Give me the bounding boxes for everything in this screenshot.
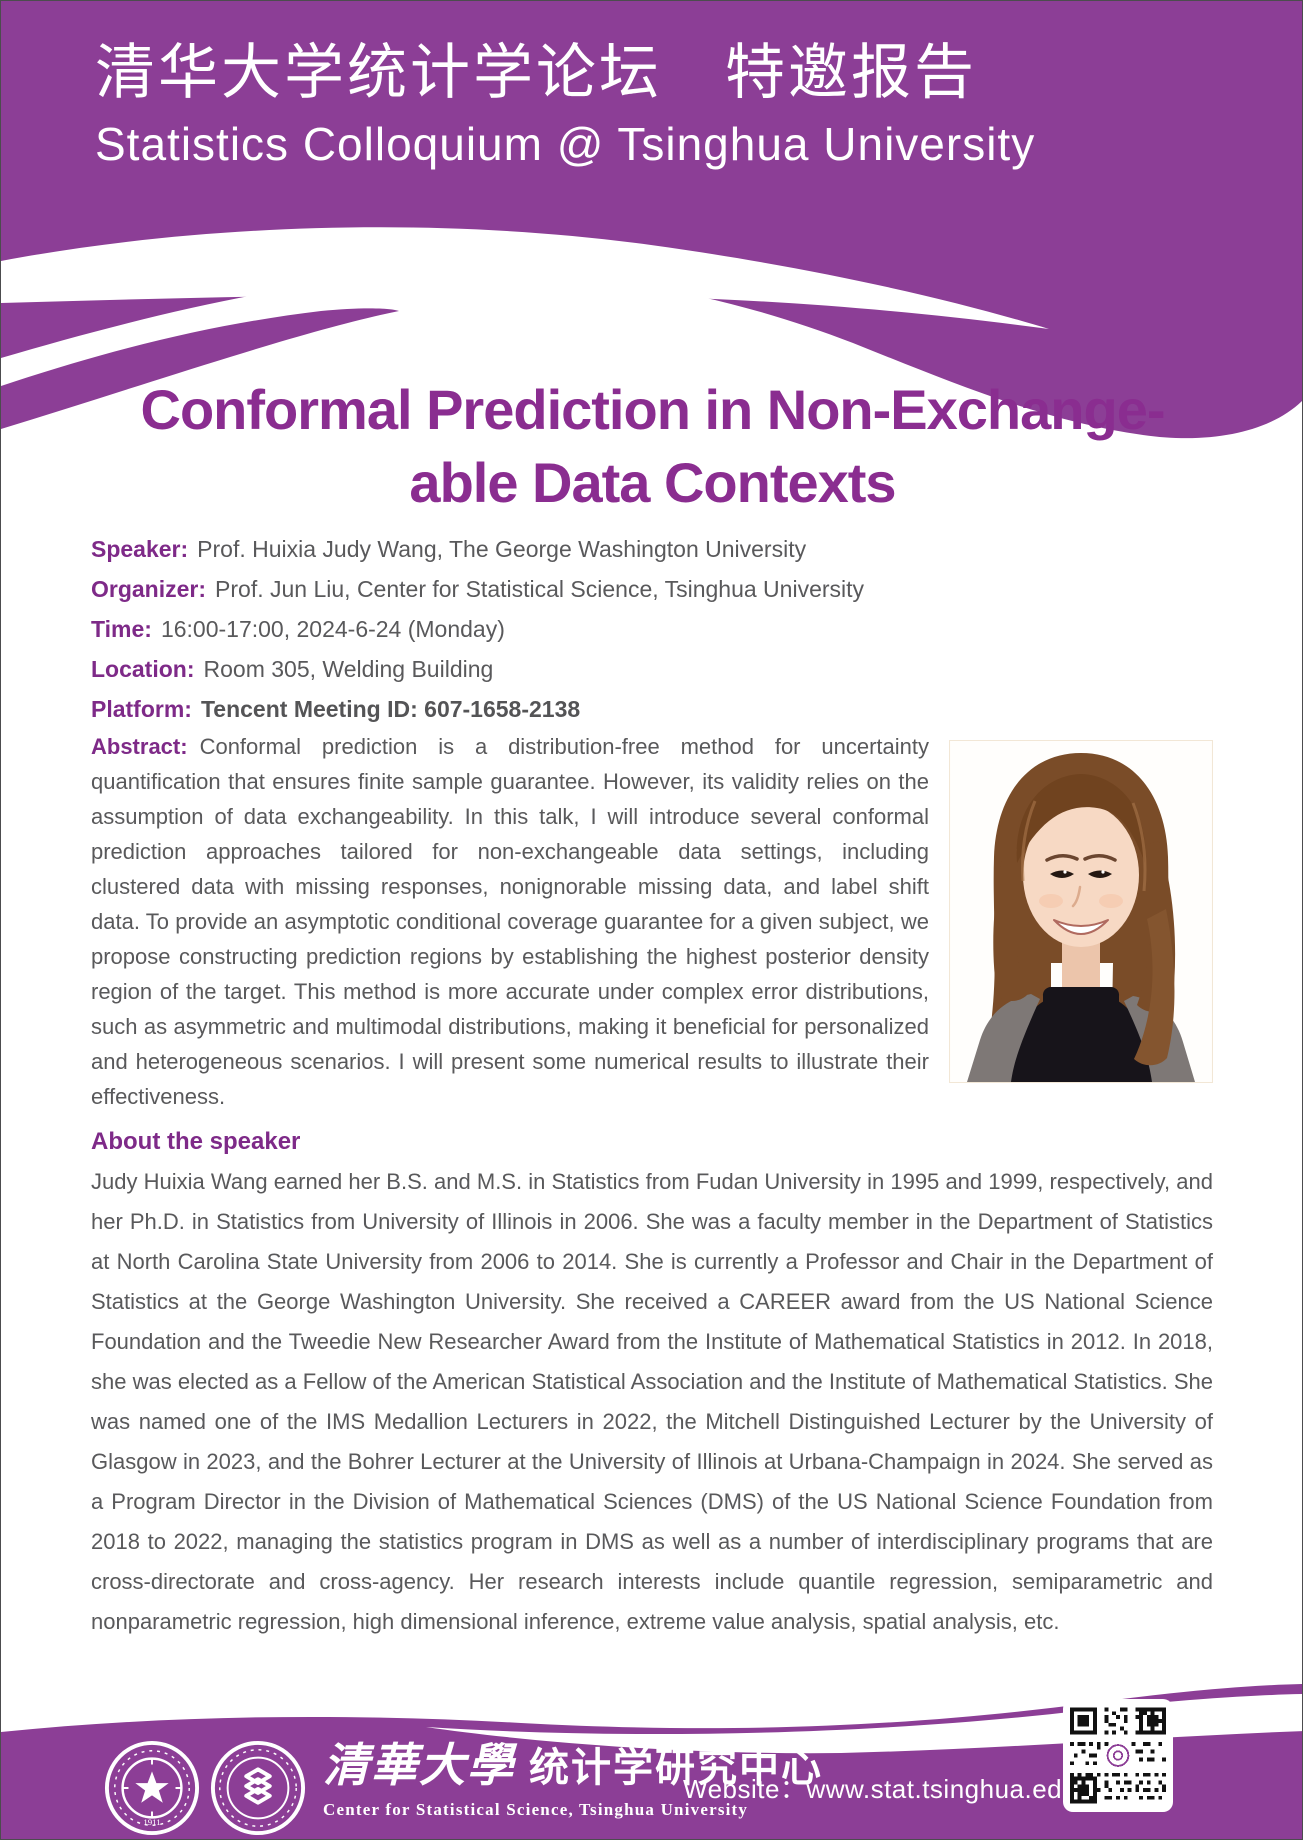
time-label: Time:	[91, 616, 152, 642]
platform-value: Tencent Meeting ID: 607-1658-2138	[200, 696, 581, 722]
speaker-photo	[949, 740, 1213, 1083]
talk-title: Conformal Prediction in Non-Exchange-abl…	[1, 373, 1302, 519]
header-title-chinese: 清华大学统计学论坛 特邀报告	[95, 39, 977, 106]
speaker-bio-text: Judy Huixia Wang earned her B.S. and M.S…	[91, 1169, 1213, 1634]
organizer-label: Organizer:	[91, 576, 207, 602]
info-row-time: Time: 16:00-17:00, 2024-6-24 (Monday)	[91, 609, 1213, 649]
website-url: www.stat.tsinghua.edu.cn	[806, 1774, 1114, 1804]
speaker-portrait-illustration	[951, 741, 1211, 1082]
organization-name-english: Center for Statistical Science, Tsinghua…	[323, 1800, 749, 1819]
tsinghua-university-seal-icon: 1911	[104, 1740, 200, 1836]
website-line: Website：www.stat.tsinghua.edu.cn	[683, 1769, 1113, 1806]
abstract-text: Abstract: Conformal prediction is a distr…	[91, 729, 929, 1114]
tsinghua-calligraphy-wordmark: 清華大學	[323, 1739, 515, 1791]
speaker-label: Speaker:	[91, 536, 189, 562]
time-value: 16:00-17:00, 2024-6-24 (Monday)	[160, 616, 505, 642]
info-row-location: Location: Room 305, Welding Building	[91, 649, 1213, 689]
organization-name-chinese: 清華大學 统计学研究中心	[323, 1741, 823, 1792]
location-label: Location:	[91, 656, 195, 682]
header-wave-decoration	[1, 1, 1302, 439]
footer-content: 1911 清華大學 统计学研究中心 Center for Statistical…	[1, 1669, 1302, 1839]
speaker-value: Prof. Huixia Judy Wang, The George Washi…	[197, 536, 807, 562]
about-speaker-heading: About the speaker	[91, 1128, 301, 1155]
abstract-body: Conformal prediction is a distribution-f…	[91, 734, 929, 1109]
website-label: Website：	[683, 1774, 807, 1804]
qr-code-pattern	[1070, 1707, 1166, 1804]
talk-title-line1: Conformal Prediction in Non-Exchange-	[140, 378, 1166, 441]
qr-code	[1063, 1699, 1173, 1812]
center-name-chinese: 统计学研究中心	[529, 1746, 823, 1790]
info-row-speaker: Speaker: Prof. Huixia Judy Wang, The Geor…	[91, 529, 1213, 569]
talk-info-list: Speaker: Prof. Huixia Judy Wang, The Geor…	[91, 529, 1213, 729]
platform-label: Platform:	[91, 696, 192, 722]
organization-block: 清華大學 统计学研究中心 Center for Statistical Scie…	[323, 1741, 823, 1820]
location-value: Room 305, Welding Building	[203, 656, 494, 682]
header-title-english: Statistics Colloquium @ Tsinghua Univers…	[95, 118, 1036, 170]
info-row-platform: Platform: Tencent Meeting ID: 607-1658-21…	[91, 689, 1213, 729]
svg-text:1911: 1911	[143, 1817, 160, 1827]
talk-title-line2: able Data Contexts	[409, 451, 896, 514]
statistics-center-seal-icon	[210, 1740, 306, 1836]
poster-header: 清华大学统计学论坛 特邀报告 Statistics Colloquium @ T…	[95, 37, 1035, 173]
organizer-value: Prof. Jun Liu, Center for Statistical Sc…	[215, 576, 865, 602]
info-row-organizer: Organizer: Prof. Jun Liu, Center for Stat…	[91, 569, 1213, 609]
abstract-section: Abstract: Conformal prediction is a distr…	[91, 729, 1213, 1114]
poster-footer: 1911 清華大學 统计学研究中心 Center for Statistical…	[1, 1669, 1302, 1839]
abstract-label: Abstract:	[91, 734, 188, 759]
poster-body: Speaker: Prof. Huixia Judy Wang, The Geor…	[91, 529, 1213, 1642]
